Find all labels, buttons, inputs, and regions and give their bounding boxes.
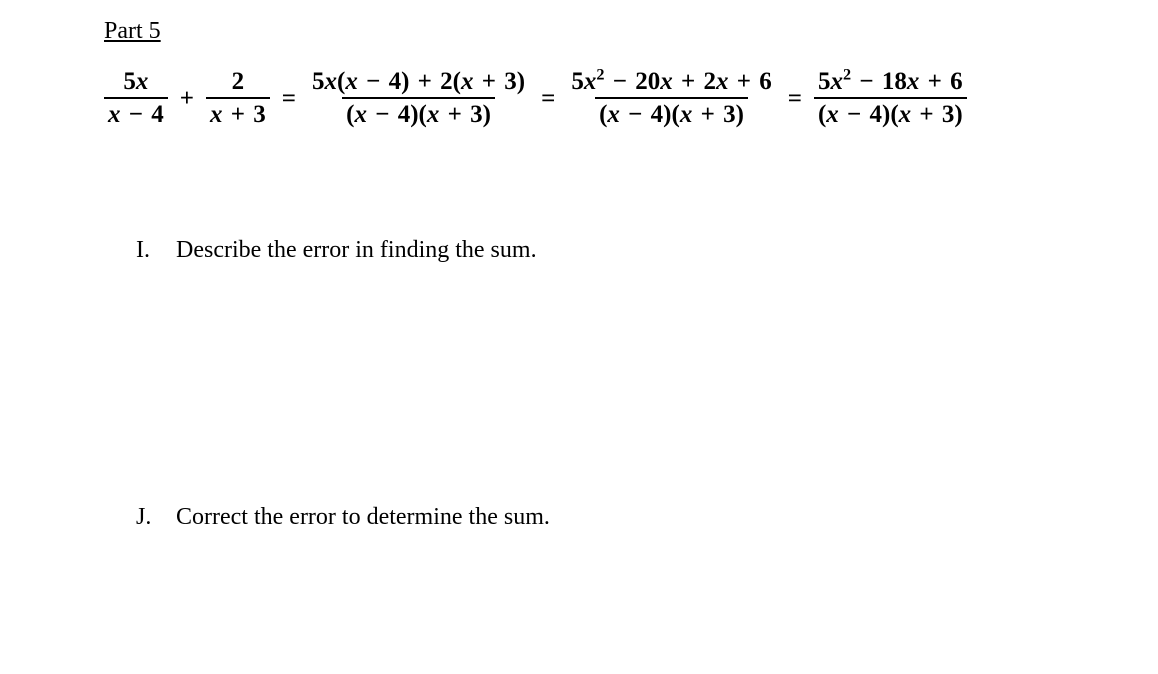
fraction-4-denominator: (x − 4)(x + 3) [595,97,748,127]
part-title: Part 5 [104,18,1158,45]
fraction-3-denominator: (x − 4)(x + 3) [342,97,495,127]
equals-operator-1: = [280,86,298,111]
question-j-text: Correct the error to determine the sum. [176,504,550,531]
fraction-5-numerator: 5x2 − 18x + 6 [814,69,967,97]
fraction-4-numerator: 5x2 − 20x + 2x + 6 [567,69,775,97]
questions-list: I. Describe the error in finding the sum… [104,237,1158,531]
fraction-4: 5x2 − 20x + 2x + 6 (x − 4)(x + 3) [567,69,775,127]
fraction-2: 2 x + 3 [206,69,270,127]
fraction-1-denominator: x − 4 [104,97,168,127]
fraction-2-numerator: 2 [228,69,249,97]
fraction-2-denominator: x + 3 [206,97,270,127]
equals-operator-3: = [786,86,804,111]
fraction-1: 5x x − 4 [104,69,168,127]
question-i-letter: I. [136,237,160,264]
equals-operator-2: = [539,86,557,111]
question-i-text: Describe the error in finding the sum. [176,237,537,264]
fraction-1-numerator: 5x [119,69,152,97]
question-j: J. Correct the error to determine the su… [136,504,1158,531]
page: Part 5 5x x − 4 + 2 x + 3 = 5x(x − 4) + … [0,0,1158,531]
question-i: I. Describe the error in finding the sum… [136,237,1158,264]
equation: 5x x − 4 + 2 x + 3 = 5x(x − 4) + 2(x + 3… [104,69,1158,127]
fraction-3-numerator: 5x(x − 4) + 2(x + 3) [308,69,529,97]
fraction-5-denominator: (x − 4)(x + 3) [814,97,967,127]
fraction-3: 5x(x − 4) + 2(x + 3) (x − 4)(x + 3) [308,69,529,127]
question-j-letter: J. [136,504,160,531]
plus-operator: + [178,86,196,111]
fraction-5: 5x2 − 18x + 6 (x − 4)(x + 3) [814,69,967,127]
